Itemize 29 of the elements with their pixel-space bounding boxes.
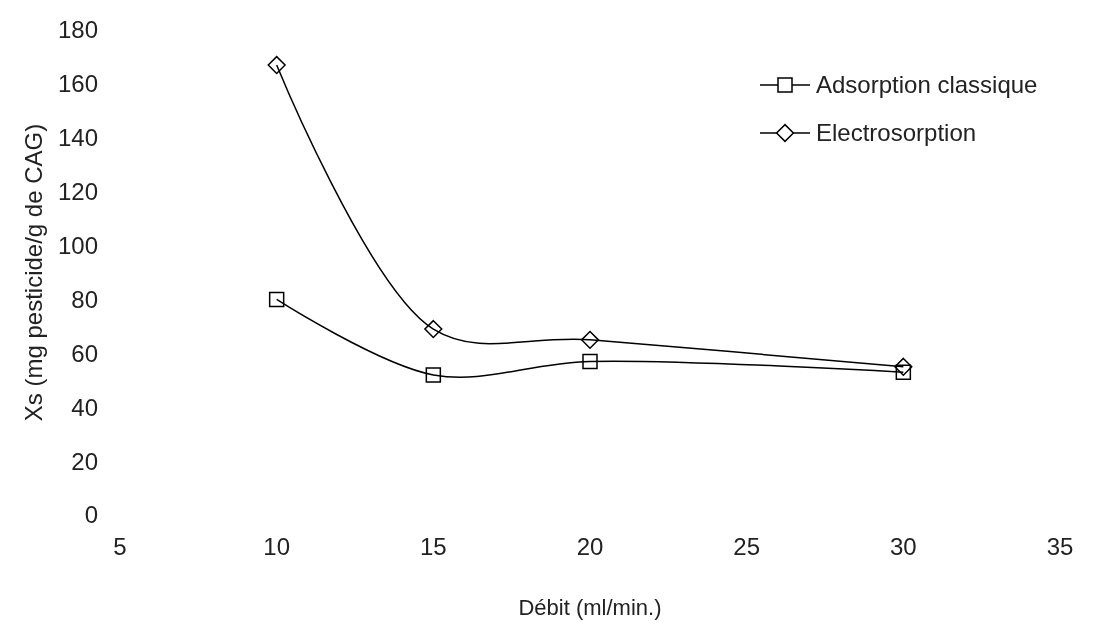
- y-tick-label: 100: [57, 231, 98, 259]
- y-tick-label: 120: [57, 178, 98, 206]
- y-axis-title: Xs (mg pesticide/g de CAG): [20, 123, 47, 422]
- point: [580, 330, 600, 350]
- point: [895, 364, 912, 380]
- x-tick-label: 30: [889, 533, 917, 560]
- point: [425, 367, 442, 383]
- y-tick-label: 140: [57, 124, 98, 152]
- point: [582, 353, 598, 370]
- y-tick-label: 0: [84, 501, 98, 529]
- point: [267, 55, 286, 75]
- point: [424, 319, 443, 339]
- legend-label: Adsorption classique: [816, 71, 1038, 99]
- x-tick-label: 20: [576, 533, 604, 560]
- x-axis-title: Débit (ml/min.): [518, 595, 662, 620]
- x-tick-label: 5: [113, 533, 127, 560]
- y-tick-label: 180: [57, 16, 98, 44]
- x-tick-label: 25: [733, 533, 761, 560]
- point: [894, 357, 913, 376]
- x-tick-label: 35: [1046, 533, 1074, 560]
- y-tick-label: 80: [71, 285, 98, 313]
- y-tick-label: 60: [71, 339, 98, 367]
- y-tick-label: 40: [71, 393, 98, 421]
- legend-label: Electrosorption: [816, 119, 977, 147]
- x-tick-label: 10: [263, 533, 291, 560]
- y-tick-label: 160: [57, 70, 98, 98]
- y-tick-label: 20: [71, 447, 98, 475]
- point: [268, 291, 285, 308]
- x-tick-label: 15: [419, 533, 447, 560]
